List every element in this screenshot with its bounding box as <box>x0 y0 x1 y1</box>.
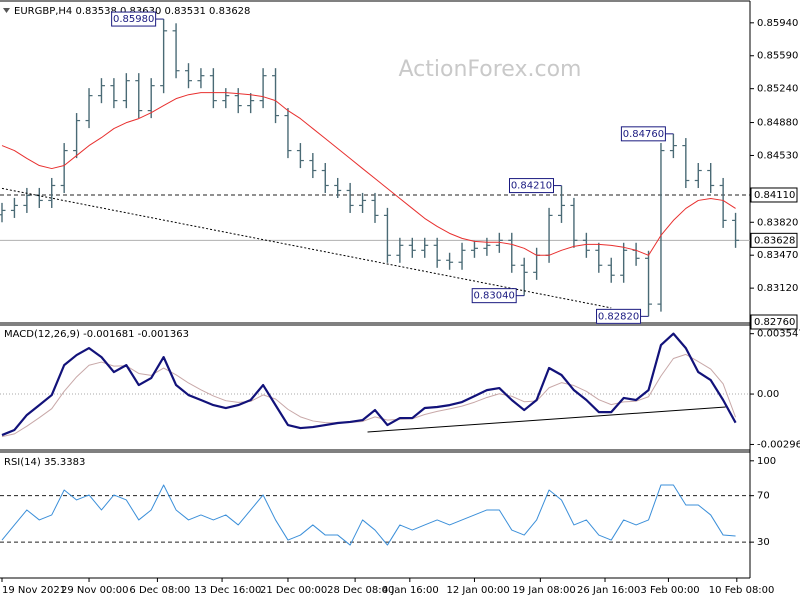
panel-title: EURGBP,H4 0.83538 0.83630 0.83531 0.8362… <box>14 6 250 17</box>
y-tick-label: 30 <box>757 537 770 548</box>
annotation-box <box>620 126 666 142</box>
level-label: 0.82760 <box>754 317 795 328</box>
x-tick-label: 29 Nov 00:00 <box>61 585 128 596</box>
trendline <box>367 406 726 433</box>
y-tick-label: -0.002962 <box>757 439 800 450</box>
y-tick-label: 0.85240 <box>757 84 798 95</box>
level-label-box <box>750 314 798 330</box>
y-tick-label: 100 <box>757 456 776 467</box>
indicator-line <box>1 484 736 546</box>
watermark: ActionForex.com <box>399 57 582 82</box>
x-tick-label: 21 Dec 00:00 <box>260 585 327 596</box>
x-tick-label: 19 Nov 2021 <box>2 585 66 596</box>
x-tick-label: 3 Feb 00:00 <box>640 585 699 596</box>
level-label-box <box>750 187 798 203</box>
trendline <box>1 187 612 309</box>
indicator-line <box>1 332 737 437</box>
y-tick-label: 0.003547 <box>757 329 800 340</box>
annotation-label: 0.84210 <box>511 181 552 192</box>
level-label: 0.84110 <box>754 190 795 201</box>
y-tick-label: 0.00 <box>757 389 779 400</box>
level-label: 0.83628 <box>754 235 795 246</box>
x-tick-label: 26 Jan 16:00 <box>577 585 640 596</box>
x-tick-label: 6 Dec 08:00 <box>129 585 190 596</box>
annotation-label: 0.85980 <box>113 14 154 25</box>
y-tick-label: 0.83120 <box>757 283 798 294</box>
x-tick-label: 28 Dec 08:00 <box>327 585 394 596</box>
panel-title: RSI(14) 35.3383 <box>4 457 85 468</box>
x-tick-label: 19 Jan 08:00 <box>512 585 575 596</box>
y-tick-label: 0.84880 <box>757 118 798 129</box>
symbol-icon <box>3 8 10 13</box>
y-tick-label: 0.83470 <box>757 250 798 261</box>
y-tick-label: 0.84530 <box>757 150 798 161</box>
y-tick-label: 0.83820 <box>757 217 798 228</box>
annotation-label: 0.82820 <box>598 311 639 322</box>
annotation-box <box>509 178 554 194</box>
annotation-box <box>111 11 157 27</box>
x-tick-label: 13 Dec 16:00 <box>194 585 261 596</box>
indicator-line <box>1 92 736 256</box>
annotation-box <box>596 308 642 324</box>
annotation-box <box>471 288 517 304</box>
y-tick-label: 70 <box>757 491 770 502</box>
level-label-box <box>750 232 798 248</box>
annotation-label: 0.83040 <box>474 291 515 302</box>
annotation-label: 0.84760 <box>623 129 664 140</box>
x-tick-label: 4 Jan 16:00 <box>382 585 439 596</box>
panel-title: MACD(12,26,9) -0.001681 -0.001363 <box>4 329 189 340</box>
x-tick-label: 10 Feb 08:00 <box>709 585 775 596</box>
y-tick-label: 0.85590 <box>757 51 798 62</box>
y-tick-label: 0.85940 <box>757 18 798 29</box>
x-tick-label: 12 Jan 00:00 <box>446 585 509 596</box>
